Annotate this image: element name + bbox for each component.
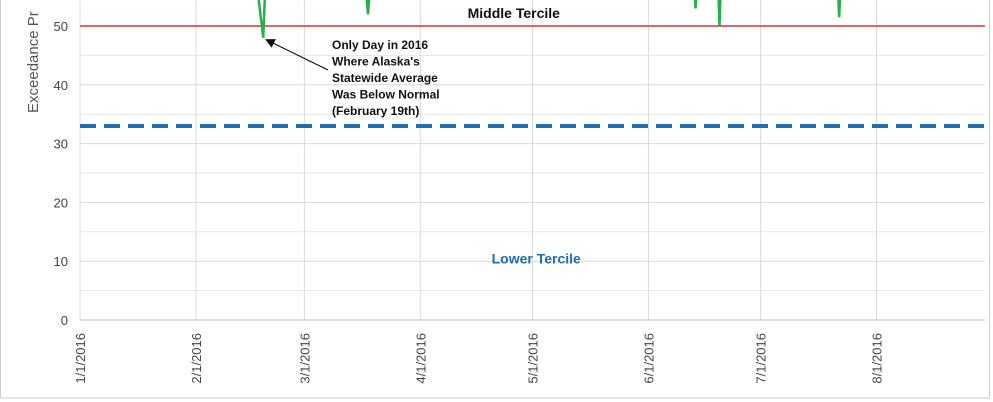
annotation: Middle Tercile xyxy=(468,5,561,21)
y-tick-label: 0 xyxy=(61,313,68,328)
x-tick-label: 2/1/2016 xyxy=(189,333,204,384)
y-tick-label: 50 xyxy=(54,19,68,34)
x-tick-label: 6/1/2016 xyxy=(641,333,656,384)
y-tick-label: 30 xyxy=(54,137,68,152)
callout-text: Statewide Average xyxy=(332,71,438,85)
x-tick-label: 5/1/2016 xyxy=(526,333,541,384)
x-tick-label: 3/1/2016 xyxy=(297,333,312,384)
callout-text: Where Alaska's xyxy=(332,55,420,69)
annotation: Lower Tercile xyxy=(492,250,581,266)
x-tick-label: 1/1/2016 xyxy=(73,333,88,384)
y-tick-label: 10 xyxy=(54,254,68,269)
x-tick-label: 7/1/2016 xyxy=(754,333,769,384)
series-line xyxy=(257,0,842,38)
plot xyxy=(80,0,985,128)
grid xyxy=(79,0,985,321)
callout-text: Was Below Normal xyxy=(332,88,440,102)
labels: 0 10 20 30 40 50 1/1/2016 2/1/2016 3/1/2016 4/1/2… xyxy=(25,5,885,384)
x-tick-label: 8/1/2016 xyxy=(870,333,885,384)
callout-arrow xyxy=(265,39,329,71)
y-tick-label: 20 xyxy=(54,195,68,210)
y-axis-label: Exceedance Pr xyxy=(25,11,42,113)
x-tick-label: 4/1/2016 xyxy=(413,333,428,384)
callout-text: (February 19th) xyxy=(332,104,419,118)
callout-text: Only Day in 2016 xyxy=(332,38,428,52)
y-tick-label: 40 xyxy=(54,78,68,93)
